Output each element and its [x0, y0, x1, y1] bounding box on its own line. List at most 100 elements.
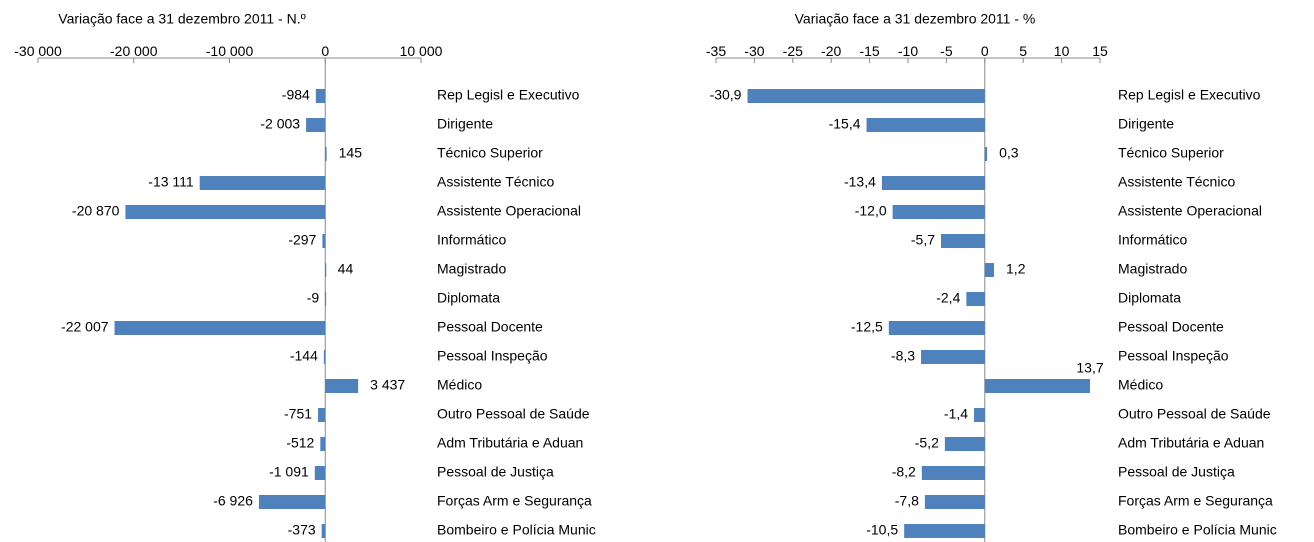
bar [921, 350, 985, 364]
value-label: -8,2 [892, 464, 916, 480]
value-label: -144 [290, 348, 318, 364]
bar [944, 437, 985, 451]
value-label: -5,2 [915, 435, 939, 451]
x-tick-label: 10 000 [400, 43, 443, 59]
value-label: -30,9 [710, 87, 742, 103]
bar [747, 89, 985, 103]
bar [904, 524, 985, 538]
bar [322, 234, 326, 248]
x-tick-label: 10 [1054, 43, 1070, 59]
value-label: 3 437 [370, 377, 405, 393]
value-label: -15,4 [829, 116, 861, 132]
value-label: -373 [288, 522, 316, 538]
value-label: -6 926 [213, 493, 253, 509]
bar [984, 147, 988, 161]
category-label: Informático [437, 232, 506, 248]
category-label: Pessoal de Justiça [437, 464, 554, 480]
category-label: Médico [1118, 377, 1163, 393]
x-tick-label: -25 [783, 43, 803, 59]
bar [325, 379, 359, 393]
bar [199, 176, 326, 190]
value-label: -984 [282, 87, 310, 103]
bar [114, 321, 326, 335]
category-label: Informático [1118, 232, 1187, 248]
category-label: Rep Legisl e Executivo [1118, 87, 1261, 103]
category-label: Pessoal Docente [437, 319, 543, 335]
category-label: Adm Tributária e Aduan [1118, 435, 1264, 451]
bar [306, 118, 326, 132]
value-label: -751 [284, 406, 312, 422]
bar [314, 466, 326, 480]
value-label: -13 111 [148, 174, 194, 190]
bar [966, 292, 985, 306]
bar [323, 350, 326, 364]
x-tick-label: 5 [1019, 43, 1027, 59]
category-label: Assistente Operacional [1118, 203, 1262, 219]
category-label: Rep Legisl e Executivo [437, 87, 580, 103]
value-label: -22 007 [61, 319, 109, 335]
x-tick-label: 0 [321, 43, 329, 59]
bar [321, 524, 326, 538]
bar [941, 234, 985, 248]
value-label: -5,7 [911, 232, 935, 248]
category-label: Magistrado [437, 261, 506, 277]
value-label: -8,3 [891, 348, 915, 364]
chart-title: Variação face a 31 dezembro 2011 - N.º [58, 11, 305, 27]
x-tick-label: -20 [821, 43, 841, 59]
bar [320, 437, 326, 451]
category-label: Forças Arm e Segurança [1118, 493, 1273, 509]
x-tick-label: -10 000 [206, 43, 254, 59]
category-label: Técnico Superior [437, 145, 543, 161]
bar [325, 263, 327, 277]
bar [258, 495, 326, 509]
value-label: 13,7 [1076, 360, 1103, 376]
category-label: Médico [437, 377, 482, 393]
value-label: -1,4 [944, 406, 968, 422]
value-label: 1,2 [1006, 261, 1026, 277]
category-label: Assistente Técnico [1118, 174, 1235, 190]
x-tick-label: -10 [898, 43, 918, 59]
category-label: Pessoal de Justiça [1118, 464, 1235, 480]
value-label: -7,8 [895, 493, 919, 509]
bar [125, 205, 326, 219]
bar [318, 408, 326, 422]
bar [325, 147, 327, 161]
category-label: Outro Pessoal de Saúde [437, 406, 590, 422]
value-label: -12,0 [855, 203, 887, 219]
category-label: Pessoal Inspeção [437, 348, 548, 364]
x-tick-label: -30 000 [14, 43, 62, 59]
bar [924, 495, 985, 509]
x-tick-label: -20 000 [110, 43, 158, 59]
bar [984, 263, 995, 277]
category-label: Bombeiro e Polícia Munic [437, 522, 596, 538]
category-label: Magistrado [1118, 261, 1187, 277]
bar [325, 292, 327, 306]
bar [974, 408, 985, 422]
category-label: Diplomata [1118, 290, 1181, 306]
x-tick-label: -5 [940, 43, 953, 59]
category-label: Pessoal Inspeção [1118, 348, 1229, 364]
category-label: Diplomata [437, 290, 500, 306]
category-label: Pessoal Docente [1118, 319, 1224, 335]
category-label: Adm Tributária e Aduan [437, 435, 583, 451]
value-label: 145 [339, 145, 363, 161]
bar [888, 321, 985, 335]
x-tick-label: -35 [706, 43, 726, 59]
value-label: -1 091 [269, 464, 309, 480]
value-label: -2 003 [260, 116, 300, 132]
value-label: -20 870 [72, 203, 120, 219]
x-tick-label: 0 [981, 43, 989, 59]
category-label: Dirigente [1118, 116, 1174, 132]
value-label: -13,4 [844, 174, 876, 190]
bar [921, 466, 985, 480]
category-label: Assistente Técnico [437, 174, 554, 190]
value-label: -10,5 [866, 522, 898, 538]
bar [881, 176, 985, 190]
category-label: Bombeiro e Polícia Munic [1118, 522, 1277, 538]
category-label: Forças Arm e Segurança [437, 493, 592, 509]
value-label: -512 [286, 435, 314, 451]
x-tick-label: -15 [859, 43, 879, 59]
value-label: 44 [338, 261, 354, 277]
bar [315, 89, 326, 103]
